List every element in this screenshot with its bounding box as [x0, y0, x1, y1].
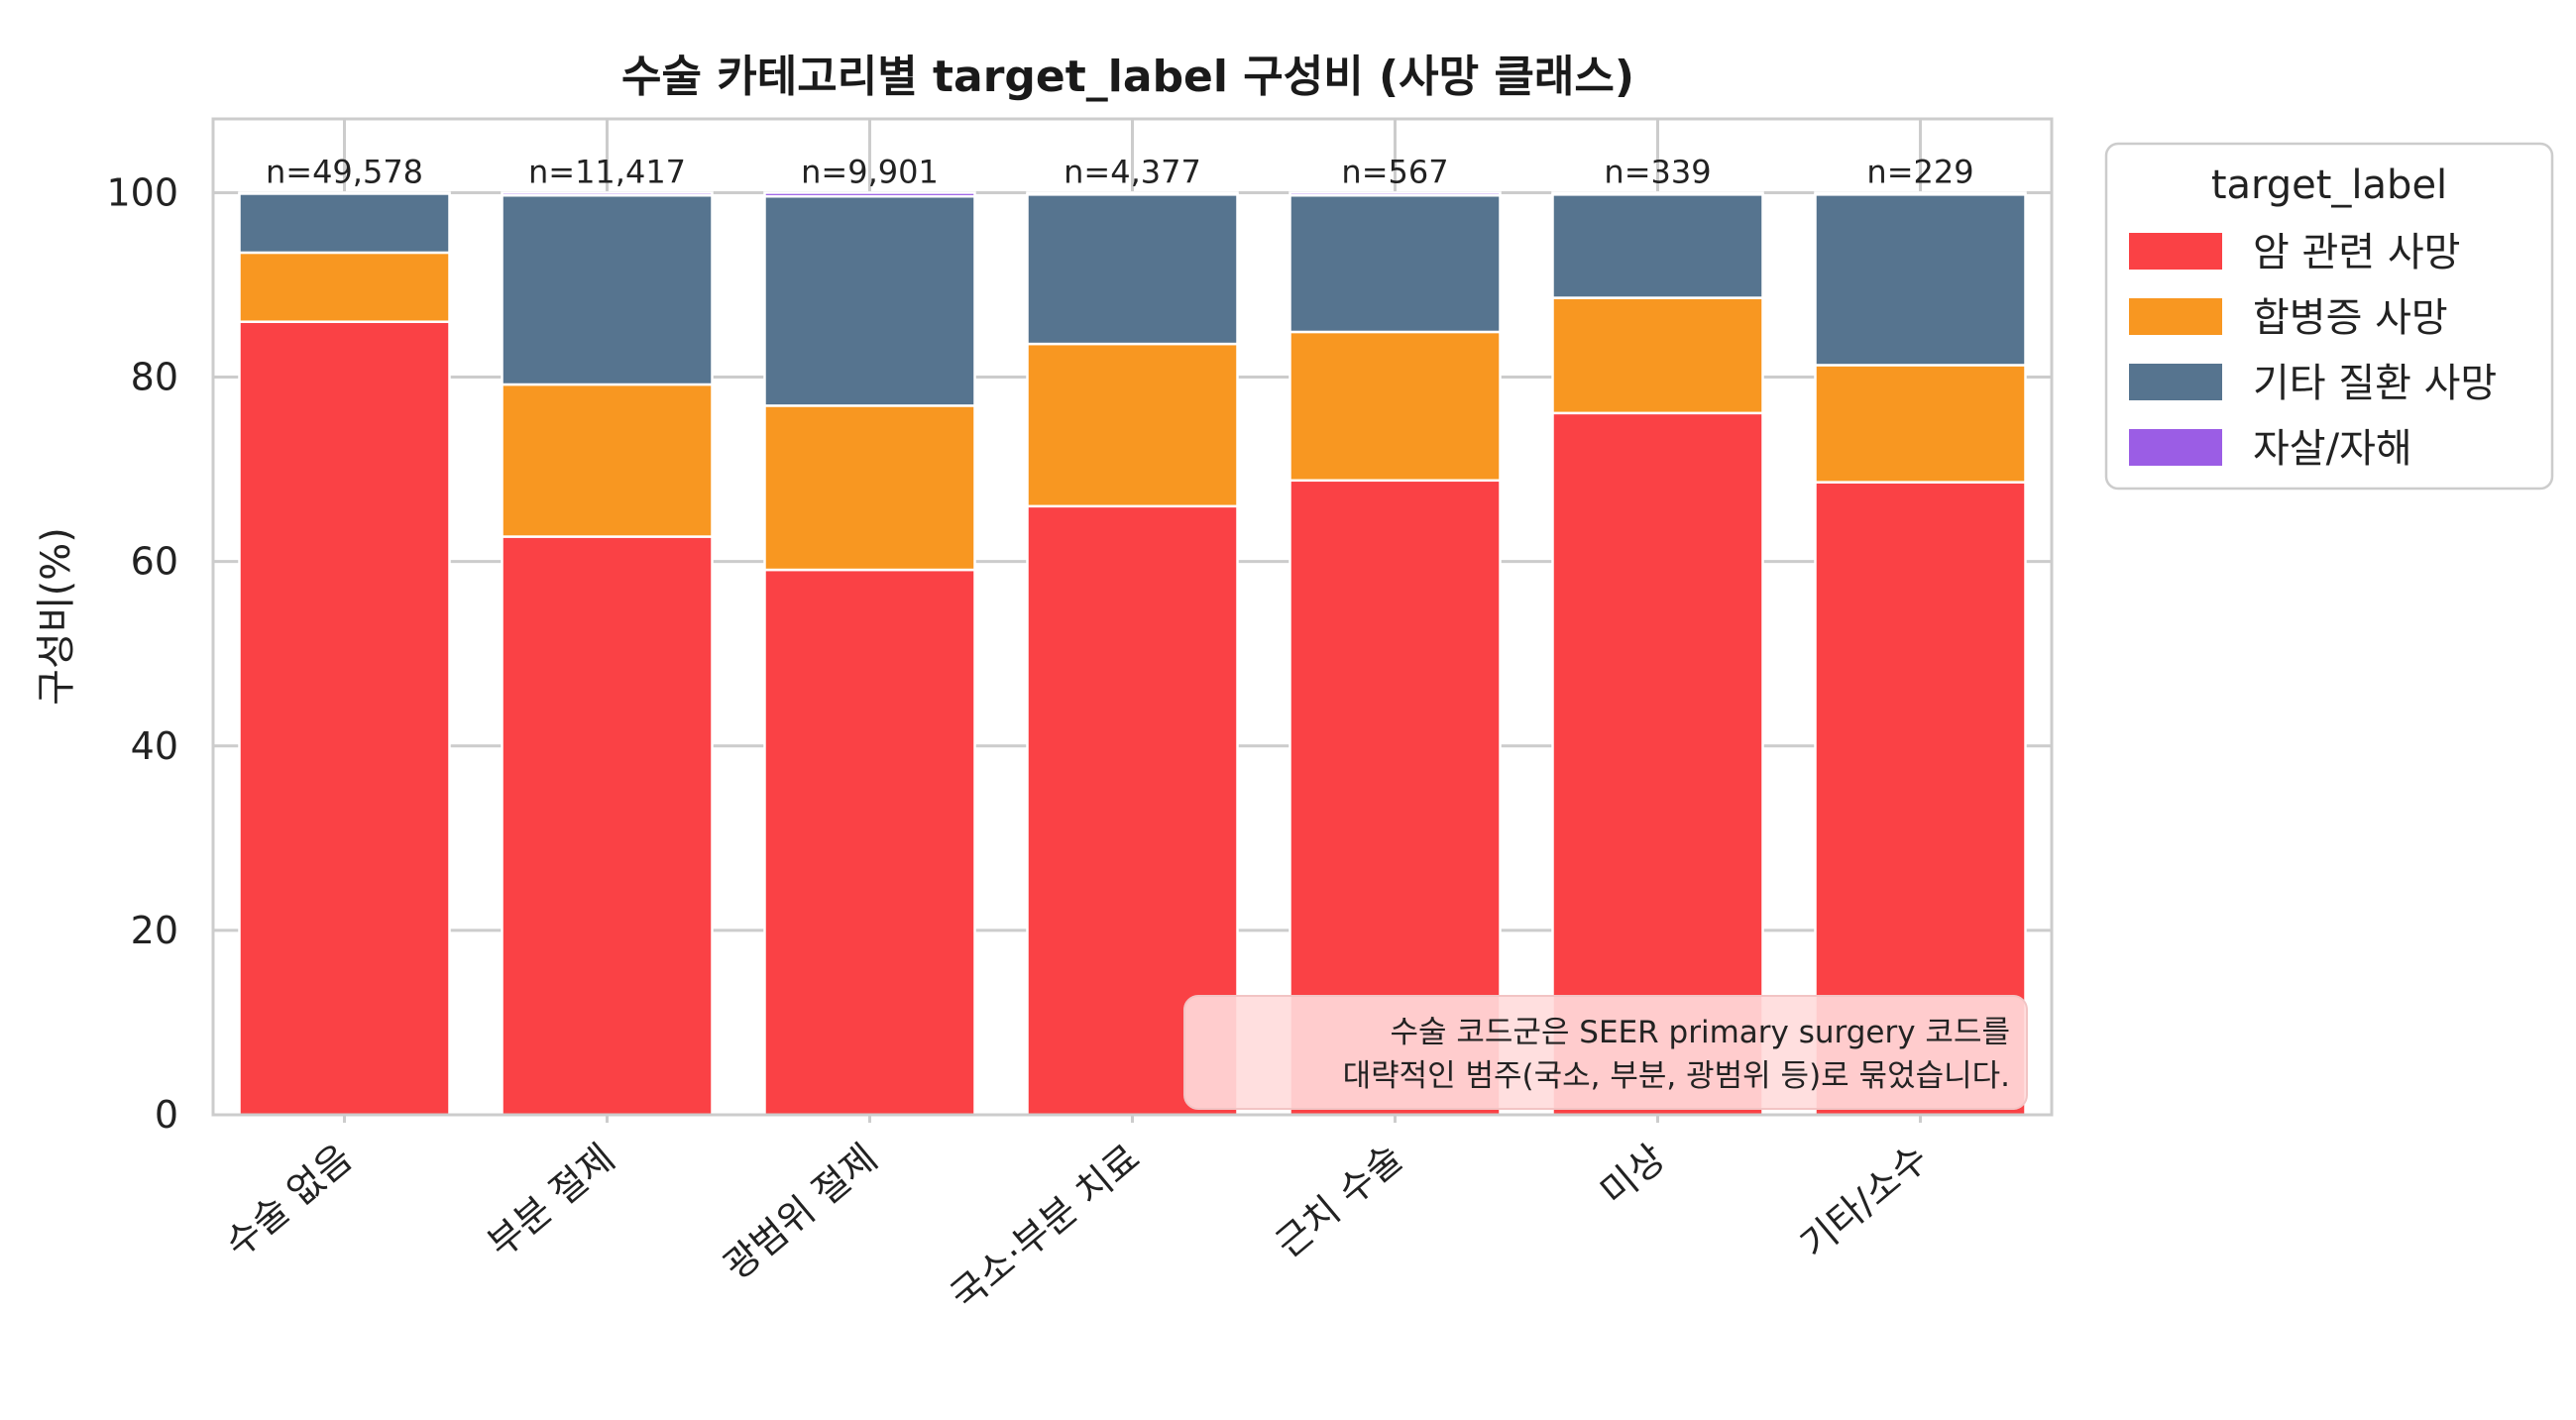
count-label: n=11,417 [528, 153, 686, 190]
x-tick-label: 기타/소수 [1792, 1136, 1936, 1266]
bar-segment [238, 191, 451, 195]
bar-segment [238, 251, 451, 323]
bar-segment [1551, 193, 1764, 299]
legend-label: 자살/자해 [2253, 426, 2412, 472]
bar-segment [501, 193, 714, 386]
plot-frame [211, 117, 2054, 1117]
legend-swatch [2129, 364, 2222, 400]
bar-segment [1026, 342, 1239, 508]
bar-segment [1814, 364, 2027, 484]
count-label: n=567 [1341, 153, 1448, 190]
bar-segment [763, 194, 976, 407]
annotation: 수술 코드군은 SEER primary surgery 코드를 대략적인 범주… [1183, 995, 2028, 1110]
count-label: n=9,901 [801, 153, 939, 190]
bars [238, 191, 2027, 1117]
bar-segment [763, 191, 976, 198]
bar-segment [1026, 191, 1239, 196]
count-label: n=229 [1866, 153, 1973, 190]
legend-swatch [2129, 429, 2222, 466]
annotation-line-1: 수술 코드군은 SEER primary surgery 코드를 [1390, 1015, 2010, 1050]
y-ticks: 0 20 40 60 80 100 [106, 170, 178, 1137]
bar-segment [1288, 193, 1502, 334]
legend-label: 합병증 사망 [2253, 295, 2448, 341]
bar-segment [1551, 191, 1764, 196]
bar-segment [238, 320, 451, 1117]
bar-segment [238, 192, 451, 255]
bar-segment [763, 404, 976, 572]
bar-segment [1814, 193, 2027, 367]
chart-title: 수술 카테고리별 target_label 구성비 (사망 클래스) [621, 52, 1634, 102]
bar-segment [501, 191, 714, 197]
count-label: n=4,377 [1064, 153, 1201, 190]
y-tick-label: 40 [131, 724, 178, 768]
count-labels: n=49,578 n=11,417 n=9,901 n=4,377 n=567 n=339… [266, 153, 1974, 190]
legend-label: 암 관련 사망 [2253, 230, 2460, 275]
y-tick-label: 0 [155, 1093, 178, 1137]
x-ticks: 수술 없음 부분 절제 광범위 절제 국소·부분 치료 근치 수술 미상 기타/소수 [217, 1115, 1936, 1318]
annotation-line-2: 대략적인 범주(국소, 부분, 광범위 등)로 묶었습니다. [1343, 1058, 2010, 1094]
bar-segment [763, 568, 976, 1117]
bar-segment [1026, 193, 1239, 346]
x-tick-label: 국소·부분 치료 [943, 1136, 1148, 1318]
y-tick-label: 80 [131, 356, 178, 399]
bar-segment [1288, 191, 1502, 197]
count-label: n=339 [1604, 153, 1711, 190]
x-tick-label: 근치 수술 [1268, 1136, 1411, 1265]
y-tick-label: 20 [131, 909, 178, 952]
legend-swatch [2129, 298, 2222, 335]
bar-segment [501, 382, 714, 538]
x-tick-label: 수술 없음 [217, 1136, 361, 1265]
x-tick-label: 미상 [1592, 1136, 1673, 1214]
x-tick-label: 광범위 절제 [716, 1136, 885, 1288]
y-tick-label: 100 [106, 170, 178, 214]
legend-label: 기타 질환 사망 [2253, 361, 2497, 406]
legend-title: target_label [2211, 163, 2447, 208]
count-label: n=49,578 [266, 153, 423, 190]
bar-segment [501, 535, 714, 1117]
bar-segment [1814, 191, 2027, 196]
legend-swatch [2129, 233, 2222, 270]
bar-segment [1551, 296, 1764, 415]
y-tick-label: 60 [131, 540, 178, 584]
legend-box [2104, 142, 2554, 491]
x-tick-label: 부분 절제 [480, 1136, 623, 1265]
y-axis-label: 구성비(%) [34, 527, 79, 706]
bar-segment [1288, 330, 1502, 483]
annotation-box [1183, 995, 2028, 1110]
